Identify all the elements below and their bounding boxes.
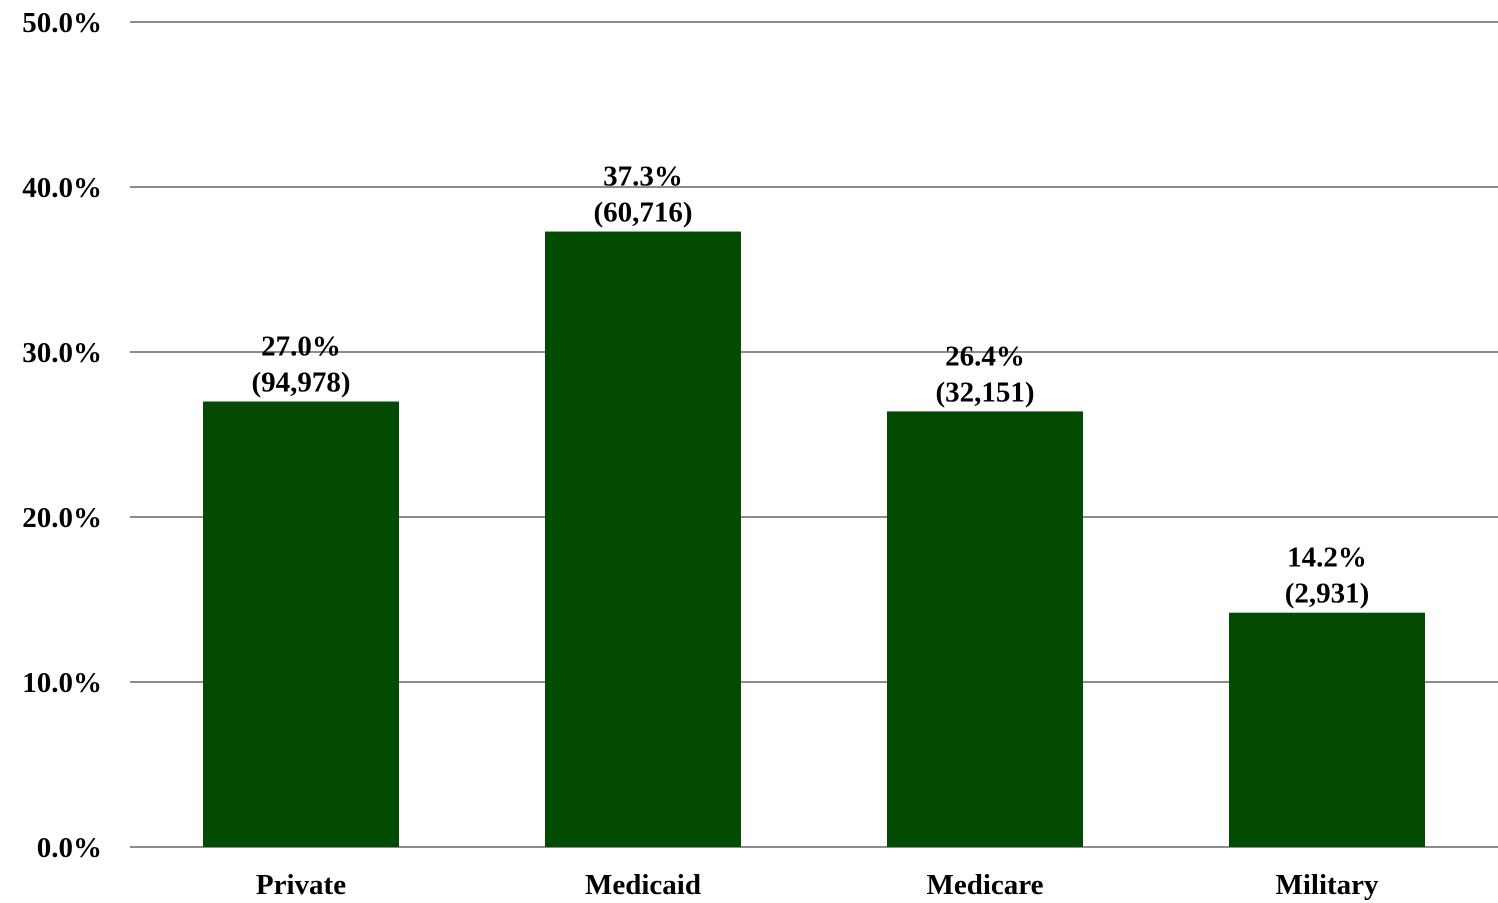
- data-label-percent: 27.0%: [261, 331, 341, 363]
- y-tick-label: 0.0%: [37, 832, 102, 864]
- data-label-count: (60,716): [593, 197, 692, 229]
- bar-military: [1229, 612, 1425, 847]
- x-category-label: Military: [1275, 869, 1379, 901]
- data-label-percent: 37.3%: [603, 161, 683, 193]
- bar-medicare: [887, 411, 1083, 847]
- bars: [203, 231, 1425, 848]
- data-label-count: (94,978): [251, 367, 350, 399]
- y-tick-label: 30.0%: [22, 337, 102, 369]
- y-tick-label: 50.0%: [22, 7, 102, 39]
- x-category-label: Private: [256, 869, 346, 901]
- data-label-count: (2,931): [1285, 578, 1370, 610]
- y-axis-tick-labels: 0.0% 10.0% 20.0% 30.0% 40.0% 50.0%: [22, 7, 102, 864]
- data-label-percent: 26.4%: [945, 340, 1025, 372]
- y-tick-label: 10.0%: [22, 667, 102, 699]
- data-label-count: (32,151): [935, 376, 1034, 408]
- data-labels: 27.0% (94,978) 37.3% (60,716) 26.4% (32,151) 1…: [251, 161, 1369, 610]
- x-category-label: Medicaid: [585, 869, 701, 901]
- x-category-label: Medicare: [926, 869, 1043, 901]
- bar-medicaid: [545, 231, 741, 848]
- y-tick-label: 40.0%: [22, 172, 102, 204]
- data-label-percent: 14.2%: [1287, 542, 1367, 574]
- x-axis-category-labels: Private Medicaid Medicare Military: [256, 869, 1379, 901]
- bar-private: [203, 401, 399, 847]
- y-tick-label: 20.0%: [22, 502, 102, 534]
